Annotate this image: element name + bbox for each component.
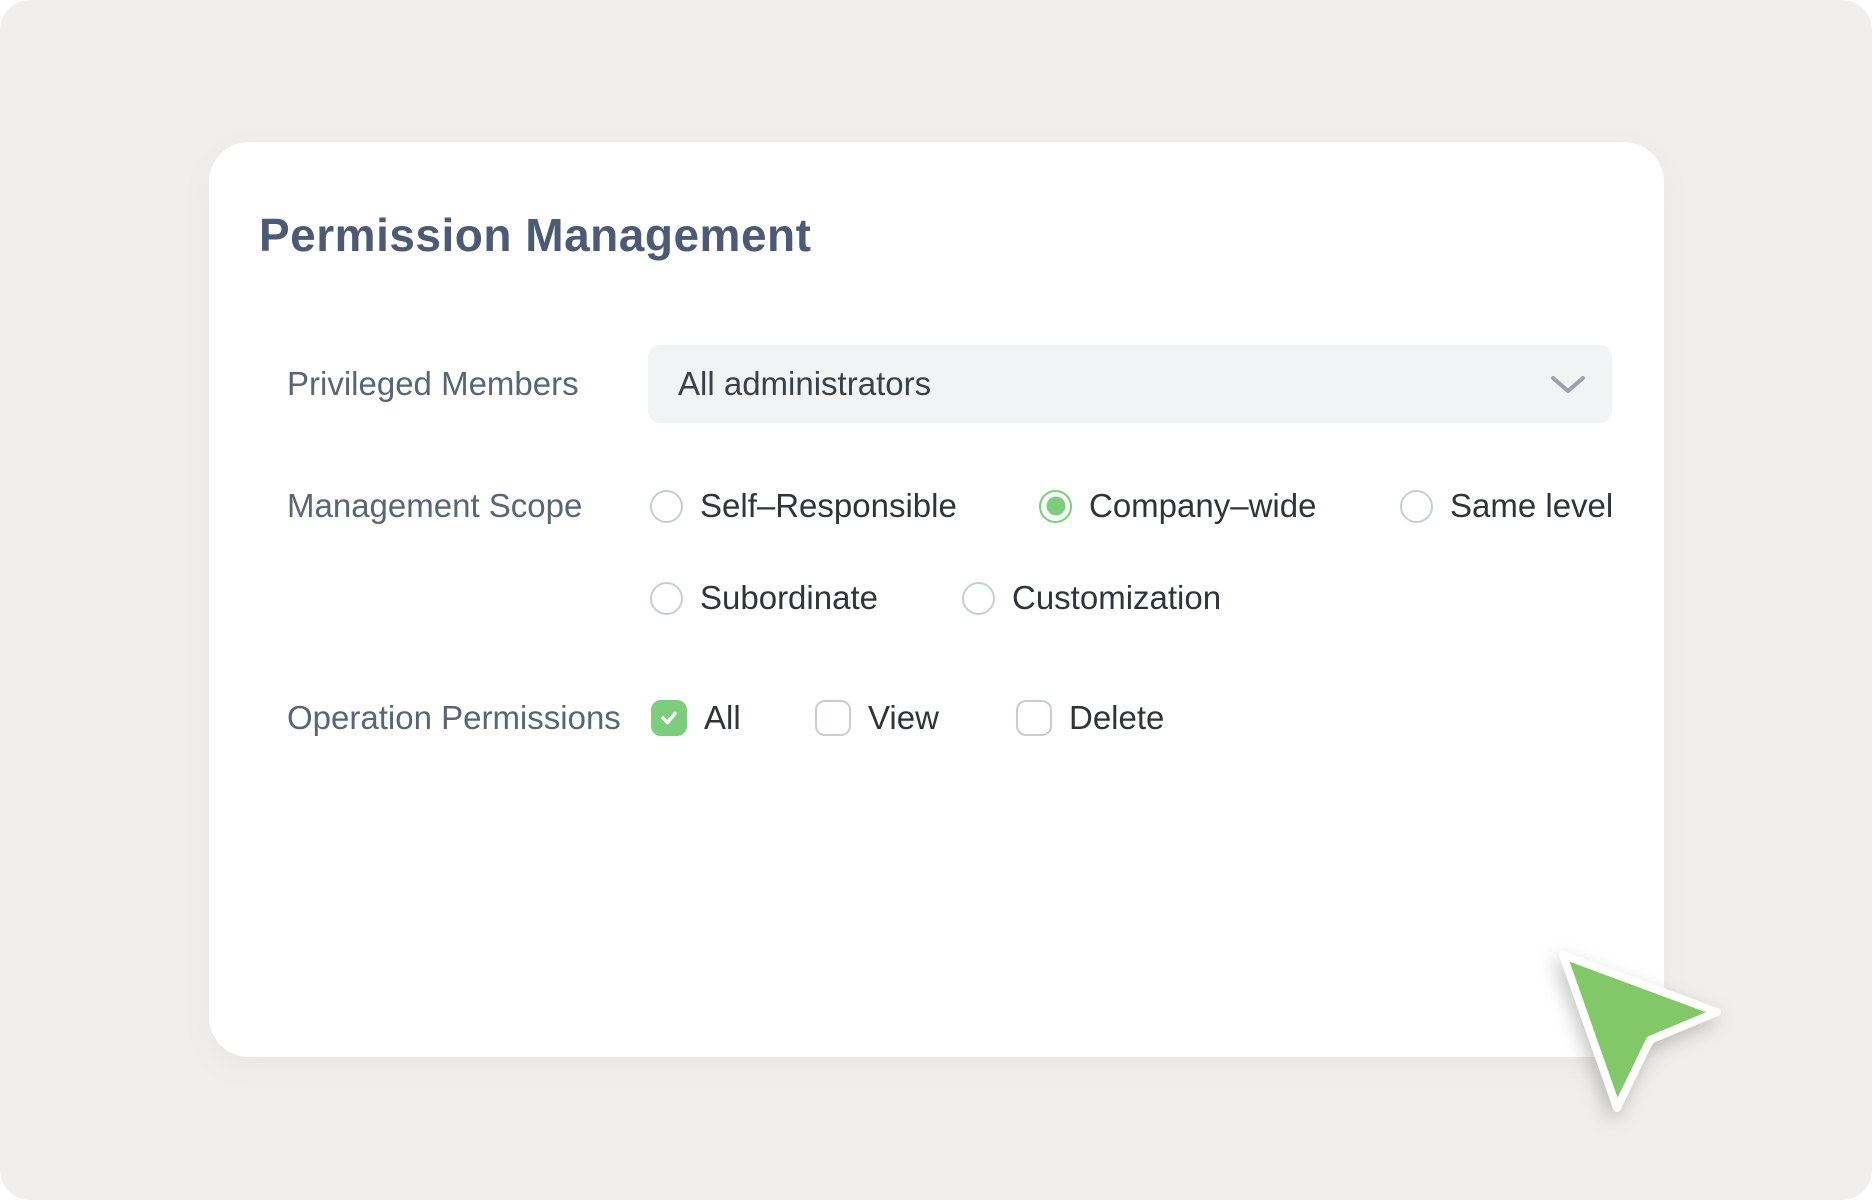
checkbox-icon[interactable] <box>1016 700 1052 736</box>
checkbox-label: Delete <box>1069 699 1165 736</box>
page-title: Permission Management <box>259 209 812 261</box>
management-scope-label: Management Scope <box>287 487 583 524</box>
permission-management-card: Permission Management Privileged Members… <box>209 142 1664 1057</box>
radio-icon[interactable] <box>962 581 995 615</box>
checkbox-icon[interactable] <box>651 700 687 736</box>
radio-option-company-wide[interactable]: Company–wide <box>1039 486 1316 526</box>
radio-label: Company–wide <box>1089 487 1317 524</box>
operation-permissions-label: Operation Permissions <box>287 699 621 736</box>
checkbox-label: All <box>704 699 741 736</box>
radio-option-subordinate[interactable]: Subordinate <box>650 578 878 618</box>
radio-icon[interactable] <box>650 489 683 523</box>
radio-option-same-level[interactable]: Same level <box>1400 486 1613 526</box>
radio-option-self-responsible[interactable]: Self–Responsible <box>650 486 957 526</box>
checkbox-icon[interactable] <box>815 700 851 736</box>
radio-label: Customization <box>1012 579 1222 616</box>
radio-icon[interactable] <box>1039 489 1072 523</box>
checkbox-option-all[interactable]: All <box>651 698 741 738</box>
privileged-members-value: All administrators <box>678 365 932 402</box>
checkmark-icon <box>661 711 677 725</box>
checkbox-option-view[interactable]: View <box>815 698 939 738</box>
privileged-members-select[interactable]: All administrators <box>648 345 1612 423</box>
radio-label: Subordinate <box>700 579 878 616</box>
checkbox-label: View <box>868 699 939 736</box>
radio-label: Self–Responsible <box>700 487 957 524</box>
radio-label: Same level <box>1450 487 1614 524</box>
checkbox-option-delete[interactable]: Delete <box>1016 698 1164 738</box>
radio-icon[interactable] <box>650 581 683 615</box>
privileged-members-label: Privileged Members <box>287 365 579 402</box>
chevron-down-icon <box>1551 376 1585 393</box>
radio-option-customization[interactable]: Customization <box>962 578 1221 618</box>
radio-icon[interactable] <box>1400 489 1433 523</box>
